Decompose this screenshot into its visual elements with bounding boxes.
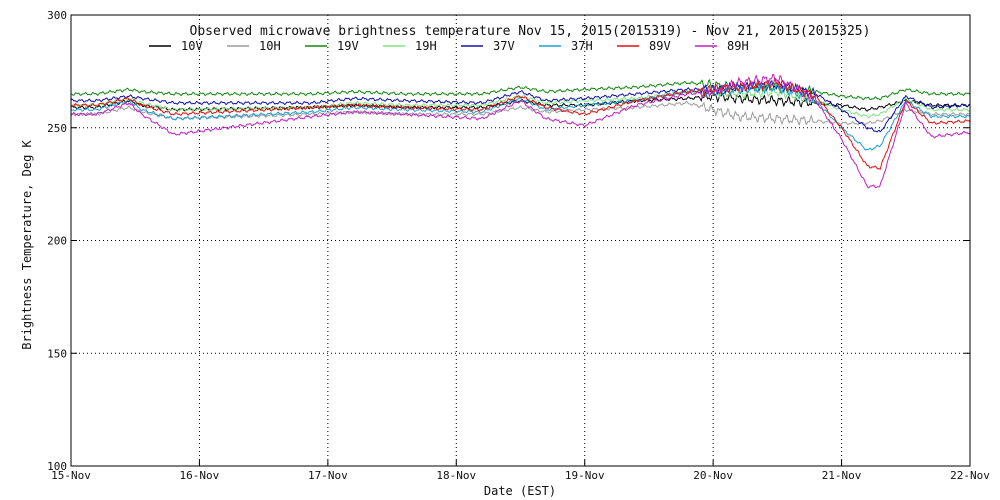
legend-label-89v: 89V <box>649 39 671 53</box>
grid <box>71 15 970 466</box>
y-tick-label: 200 <box>47 235 67 248</box>
y-tick-label: 100 <box>47 460 67 473</box>
legend-label-89h: 89H <box>727 39 749 53</box>
series-line-89h <box>70 73 971 189</box>
legend-label-37h: 37H <box>571 39 593 53</box>
x-tick-label: 19-Nov <box>565 469 605 482</box>
y-tick-label: 150 <box>47 347 67 360</box>
series-line-19v <box>70 78 971 101</box>
series-line-37v <box>70 79 971 133</box>
legend-label-19v: 19V <box>337 39 359 53</box>
y-axis-label: Brightness Temperature, Deg K <box>20 139 34 349</box>
legend-label-19h: 19H <box>415 39 437 53</box>
legend: 10V 10H 19V 19H 37V 37H 89V 89H <box>149 39 749 53</box>
x-axis-label: Date (EST) <box>484 484 556 498</box>
x-tick-label: 17-Nov <box>308 469 348 482</box>
chart-title: Observed microwave brightness temperatur… <box>190 24 871 39</box>
series-lines <box>70 73 971 189</box>
legend-label-37v: 37V <box>493 39 515 53</box>
x-tick-label: 15-Nov <box>51 469 91 482</box>
x-tick-label: 20-Nov <box>693 469 733 482</box>
series-line-10h <box>70 100 971 126</box>
x-tick-label: 21-Nov <box>822 469 862 482</box>
legend-label-10h: 10H <box>259 39 281 53</box>
x-tick-label: 18-Nov <box>436 469 476 482</box>
series-line-37h <box>70 82 971 151</box>
y-tick-label: 300 <box>47 9 67 22</box>
y-axis-ticks: 100 150 200 250 300 <box>47 9 970 473</box>
series-line-89v <box>70 78 971 171</box>
x-tick-label: 16-Nov <box>180 469 220 482</box>
x-axis-ticks: 15-Nov 16-Nov 17-Nov 18-Nov 19-Nov 20-Nov 21-N… <box>51 460 990 482</box>
legend-label-10v: 10V <box>181 39 203 53</box>
series-line-19h <box>70 86 971 119</box>
x-tick-label: 22-Nov <box>950 469 990 482</box>
y-tick-label: 250 <box>47 122 67 135</box>
